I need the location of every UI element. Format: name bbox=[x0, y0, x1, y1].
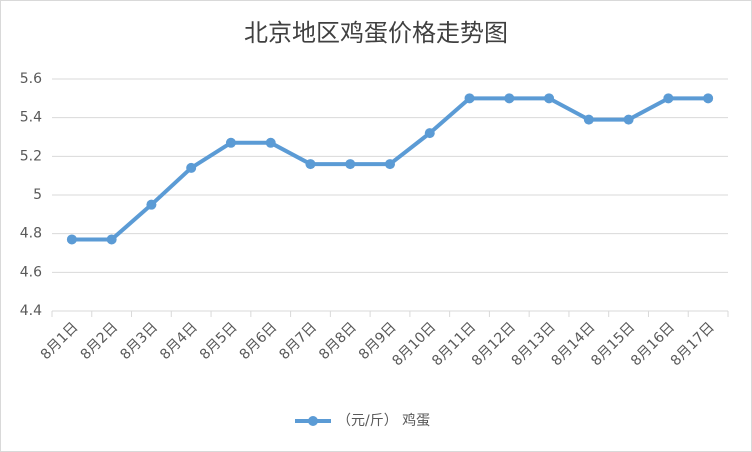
point-marker bbox=[66, 234, 77, 245]
point-marker bbox=[424, 128, 435, 139]
point-marker bbox=[385, 159, 395, 170]
point-marker bbox=[106, 234, 117, 245]
point-marker bbox=[703, 93, 714, 104]
point-marker bbox=[225, 137, 236, 148]
legend-label: （元/斤） 鸡蛋 bbox=[337, 412, 430, 429]
point-marker bbox=[663, 93, 674, 104]
point-marker bbox=[186, 162, 197, 173]
point-marker bbox=[345, 159, 356, 170]
point-marker bbox=[504, 93, 515, 104]
point-marker bbox=[305, 159, 316, 170]
y-tick-label: 5.2 bbox=[20, 148, 42, 164]
point-marker bbox=[583, 114, 594, 125]
y-tick-label: 4.6 bbox=[20, 264, 42, 280]
y-tick-label: 4.4 bbox=[20, 303, 42, 319]
point-marker bbox=[464, 93, 475, 104]
point-marker bbox=[146, 199, 157, 210]
y-tick-label: 5.6 bbox=[20, 71, 42, 87]
y-tick-label: 5.4 bbox=[20, 110, 42, 126]
legend-marker bbox=[308, 416, 318, 426]
chart-title: 北京地区鸡蛋价格走势图 bbox=[244, 19, 508, 47]
y-tick-label: 5 bbox=[33, 187, 42, 203]
point-marker bbox=[544, 93, 555, 104]
point-marker bbox=[623, 114, 634, 125]
y-tick-label: 4.8 bbox=[20, 226, 42, 242]
point-marker bbox=[265, 137, 276, 148]
